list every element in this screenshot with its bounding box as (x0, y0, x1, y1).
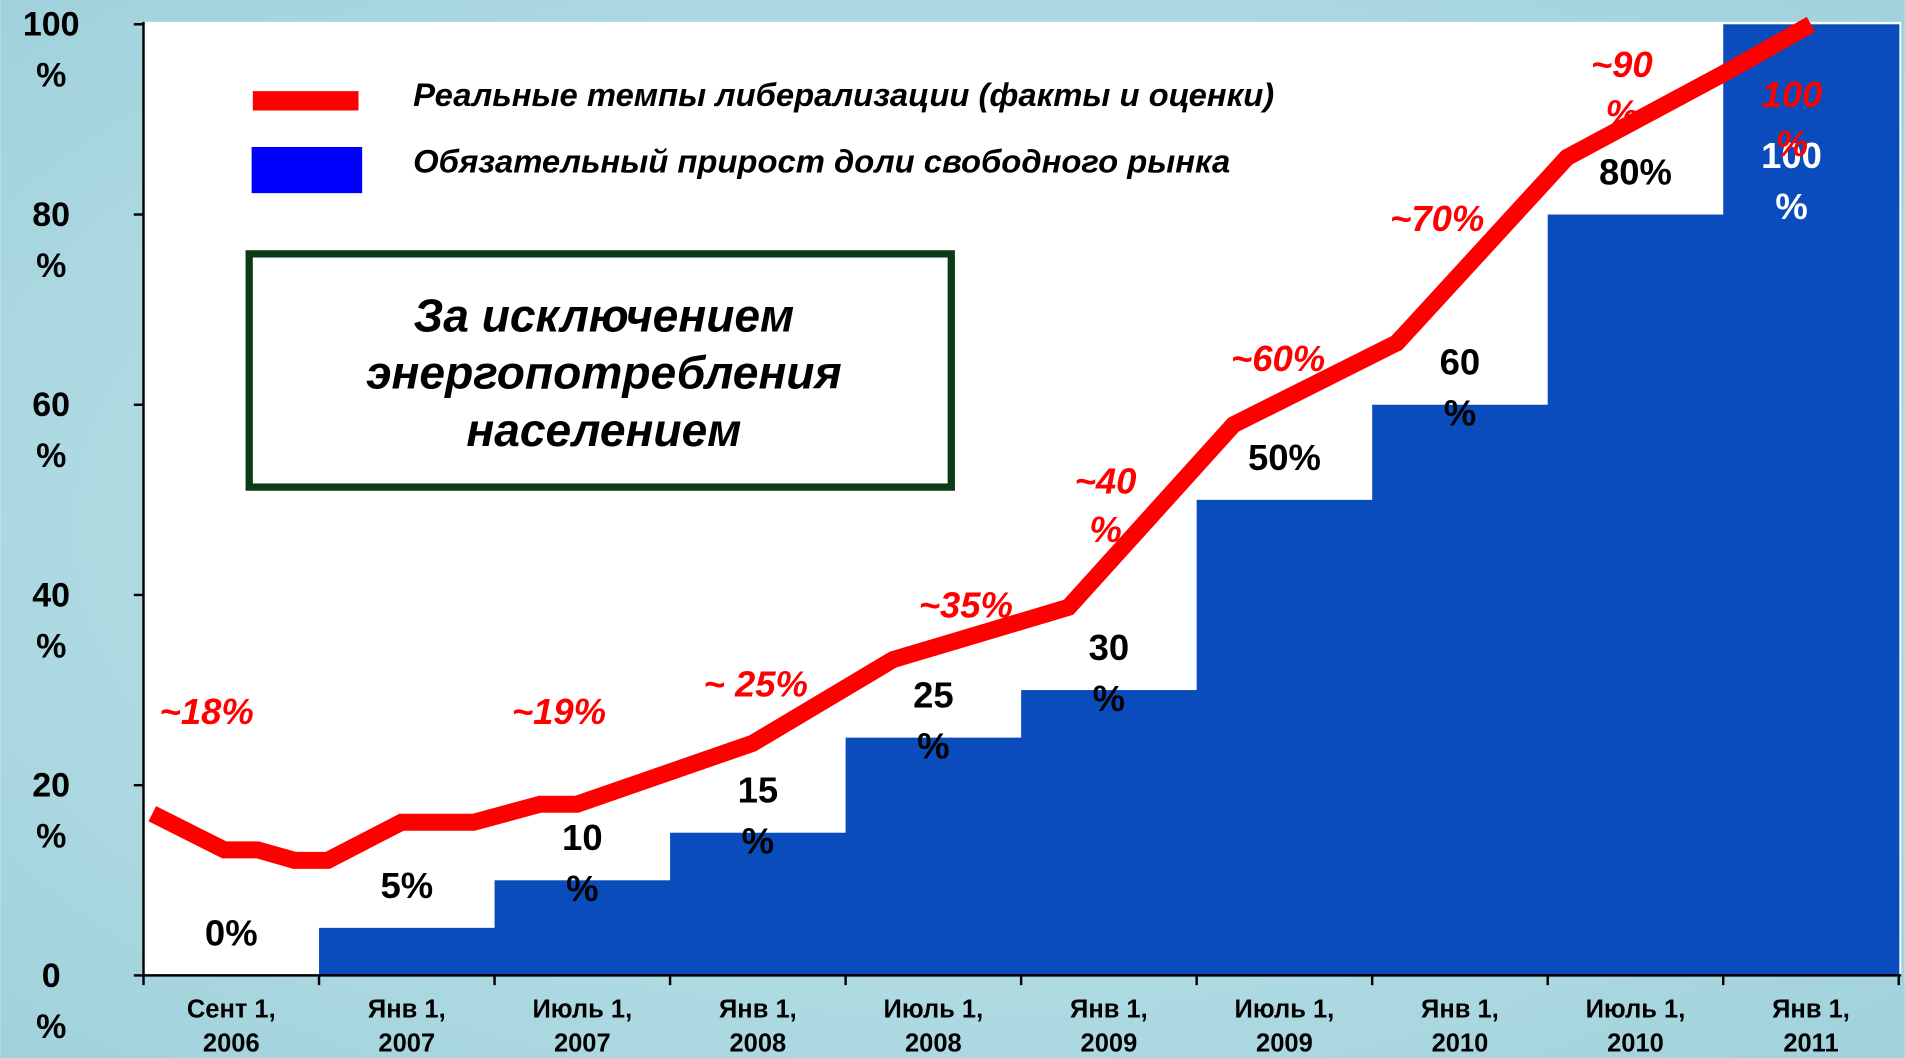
bar (494, 880, 671, 976)
bar (845, 737, 1022, 976)
bar (1021, 690, 1198, 976)
bar-label: 15% (738, 769, 779, 861)
annotation: ~19% (512, 691, 606, 732)
x-tick-label: Янв 1, 2008 (719, 995, 797, 1057)
note-text: населением (466, 404, 741, 456)
bar-label: 50% (1248, 436, 1321, 477)
annotation: ~70% (1390, 198, 1484, 239)
x-tick-label: Янв 1, 2011 (1772, 995, 1850, 1057)
x-tick-label: Янв 1, 2010 (1421, 995, 1499, 1057)
bar-label: 30% (1089, 627, 1130, 719)
bar (1547, 214, 1724, 976)
bar-label: 100% (1761, 135, 1822, 227)
bar-label: 60% (1440, 341, 1481, 433)
legend-label: Реальные темпы либерализации (факты и оц… (413, 76, 1274, 113)
bar (1372, 404, 1549, 976)
y-tick-label: 40% (32, 576, 70, 665)
x-tick-label: Июль 1, 2009 (1235, 995, 1335, 1057)
line-series (148, 16, 1816, 869)
annotation: ~35% (919, 584, 1013, 625)
x-tick-label: Сент 1, 2006 (187, 995, 276, 1057)
x-tick-label: Июль 1, 2010 (1586, 995, 1686, 1057)
note-text: За исключением (414, 290, 795, 342)
note-box (245, 250, 955, 491)
annotation: ~ 25% (704, 663, 808, 704)
annotation: ~60% (1231, 337, 1325, 378)
y-tick-label: 60% (32, 386, 70, 475)
annotation: ~40% (1075, 460, 1137, 550)
bar-label: 10% (562, 817, 603, 909)
bar (1723, 24, 1900, 976)
x-tick-label: Янв 1, 2009 (1070, 995, 1148, 1057)
annotation: 100% (1761, 74, 1822, 164)
y-tick-label: 80% (32, 196, 70, 285)
legend-swatch (251, 146, 363, 194)
bar-label: 80% (1599, 151, 1672, 192)
y-tick-label: 100% (23, 6, 80, 95)
x-tick-label: Июль 1, 2007 (532, 995, 632, 1057)
bar-label: 5% (380, 864, 433, 905)
annotation: ~90% (1591, 43, 1653, 133)
x-tick-label: Июль 1, 2008 (884, 995, 984, 1057)
bar (1196, 499, 1373, 976)
legend-label: Обязательный прирост доли свободного рын… (413, 143, 1230, 180)
x-tick-label: Янв 1, 2007 (368, 995, 446, 1057)
bar-label: 25% (913, 674, 954, 766)
y-tick-label: 0% (36, 957, 66, 1046)
note-text: энергопотребления (366, 347, 842, 399)
y-tick-label: 20% (32, 767, 70, 856)
bar (670, 832, 847, 976)
annotation: ~18% (160, 691, 254, 732)
bar-label: 0% (205, 912, 258, 953)
bar (319, 927, 496, 976)
